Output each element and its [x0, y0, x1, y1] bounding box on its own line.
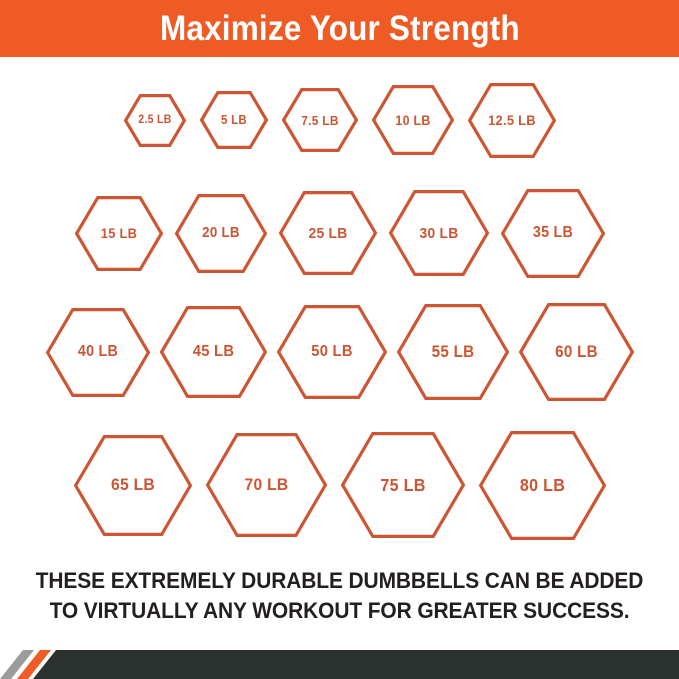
hexagon-outline-icon	[74, 195, 163, 271]
hexagon-path	[205, 433, 327, 538]
hexagon-path	[340, 432, 465, 539]
hexagon-outline-icon	[45, 307, 150, 397]
hexagon-outline-icon	[388, 190, 489, 277]
weight-hexagon[interactable]: 45 LB	[159, 306, 267, 399]
hexagon-outline-icon	[478, 430, 606, 540]
hexagon-outline-icon	[278, 191, 377, 276]
hexagon-path	[388, 190, 489, 277]
hexagon-outline-icon	[371, 85, 454, 156]
hexagon-outline-icon	[276, 305, 387, 400]
weight-hexagon[interactable]: 2.5 LB	[123, 93, 186, 147]
bottom-bar-graphic	[0, 650, 679, 679]
weight-hexagon[interactable]: 30 LB	[388, 190, 489, 277]
hexagon-path	[478, 430, 606, 540]
hexagon-outline-icon	[174, 193, 267, 273]
weight-hexagon[interactable]: 20 LB	[174, 193, 267, 273]
weight-hexagon[interactable]: 55 LB	[396, 304, 509, 401]
hexagon-path	[199, 91, 268, 150]
weight-hexagon[interactable]: 70 LB	[205, 433, 327, 538]
hexagon-outline-icon	[281, 88, 358, 153]
hexagon-path	[276, 305, 387, 400]
hexagon-path	[500, 188, 605, 278]
hexagon-outline-icon	[205, 433, 327, 538]
weight-hexagon[interactable]: 60 LB	[518, 303, 634, 402]
weight-hexagon[interactable]: 80 LB	[478, 430, 606, 540]
weight-hexagon[interactable]: 50 LB	[276, 305, 387, 400]
weight-hexagon[interactable]: 7.5 LB	[281, 88, 358, 153]
hexagon-path	[467, 82, 556, 158]
hexagon-path	[73, 434, 192, 536]
hexagon-path	[518, 303, 634, 402]
hex-row-3: 40 LB 45 LB 50 LB 55 LB 60 LB	[0, 297, 679, 407]
hexagon-outline-icon	[123, 93, 186, 147]
hexagon-outline-icon	[396, 304, 509, 401]
hexagon-outline-icon	[500, 188, 605, 278]
bottom-decorative-bar	[0, 639, 679, 679]
hexagon-path	[278, 191, 377, 276]
weight-hexagon[interactable]: 10 LB	[371, 85, 454, 156]
hexagon-path	[159, 306, 267, 399]
hexagon-outline-icon	[340, 432, 465, 539]
weight-hexagon[interactable]: 40 LB	[45, 307, 150, 397]
hexagon-path	[45, 307, 150, 397]
hexagon-outline-icon	[159, 306, 267, 399]
hexagon-outline-icon	[73, 434, 192, 536]
hexagon-outline-icon	[467, 82, 556, 158]
bottom-bar-dark-shape	[33, 650, 679, 679]
hex-row-2: 15 LB 20 LB 25 LB 30 LB 35 LB	[0, 185, 679, 281]
footer-caption-line-1: THESE EXTREMELY DURABLE DUMBBELLS CAN BE…	[35, 568, 644, 593]
hexagon-path	[281, 88, 358, 153]
hexagon-path	[123, 93, 186, 147]
weight-hexagon-grid: 2.5 LB 5 LB 7.5 LB 10 LB 12.5 LB 15 LB 20 LB 25…	[0, 57, 679, 557]
weight-hexagon[interactable]: 35 LB	[500, 188, 605, 278]
bottom-bar-orange-stripe	[17, 650, 51, 679]
weight-hexagon[interactable]: 5 LB	[199, 91, 268, 150]
hex-row-1: 2.5 LB 5 LB 7.5 LB 10 LB 12.5 LB	[0, 79, 679, 161]
bottom-bar-gray-stripe	[0, 650, 34, 679]
page-title: Maximize Your Strength	[159, 9, 520, 48]
hexagon-path	[371, 85, 454, 156]
weight-hexagon[interactable]: 12.5 LB	[467, 82, 556, 158]
hexagon-path	[174, 193, 267, 273]
weight-hexagon[interactable]: 15 LB	[74, 195, 163, 271]
hexagon-path	[396, 304, 509, 401]
hexagon-outline-icon	[518, 303, 634, 402]
weight-hexagon[interactable]: 25 LB	[278, 191, 377, 276]
header-banner: Maximize Your Strength	[0, 0, 679, 57]
hexagon-outline-icon	[199, 91, 268, 150]
hex-row-4: 65 LB 70 LB 75 LB 80 LB	[0, 423, 679, 547]
footer-caption-line-2: TO VIRTUALLY ANY WORKOUT FOR GREATER SUC…	[49, 598, 630, 623]
hexagon-path	[74, 195, 163, 271]
weight-hexagon[interactable]: 65 LB	[73, 434, 192, 536]
footer-caption: THESE EXTREMELY DURABLE DUMBBELLS CAN BE…	[0, 566, 679, 626]
weight-hexagon[interactable]: 75 LB	[340, 432, 465, 539]
